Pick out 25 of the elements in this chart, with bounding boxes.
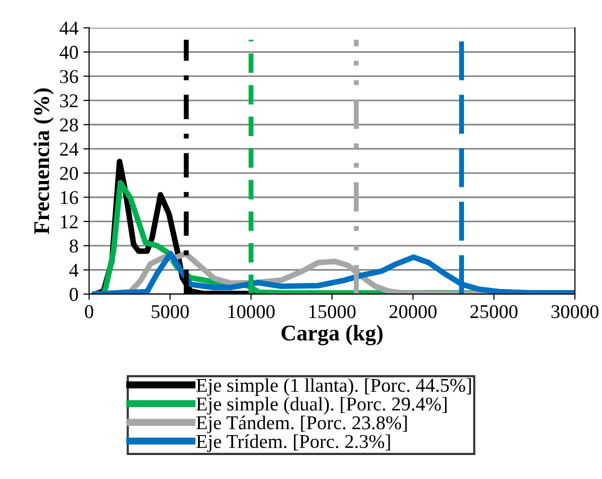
y-tick-label: 0 bbox=[70, 288, 78, 302]
x-tick-label: 25000 bbox=[470, 305, 518, 318]
x-tick-label: 5000 bbox=[152, 305, 189, 318]
y-tick-label: 44 bbox=[60, 22, 78, 35]
y-tick-label: 32 bbox=[60, 94, 78, 108]
y-axis-title: Frecuencia (%) bbox=[34, 88, 54, 234]
x-tick-label: 15000 bbox=[309, 305, 356, 318]
y-tick-label: 16 bbox=[60, 191, 78, 204]
x-tick-label: 0 bbox=[84, 305, 94, 318]
y-tick-label: 12 bbox=[60, 215, 78, 228]
y-tick-label: 24 bbox=[60, 142, 78, 156]
legend-label: Eje simple (1 llanta). [Porc. 44.5%] bbox=[196, 378, 471, 396]
x-axis-title: Carga (kg) bbox=[282, 324, 383, 346]
legend-label: Eje Tándem. [Porc. 23.8%] bbox=[196, 416, 407, 434]
y-tick-label: 36 bbox=[60, 70, 78, 84]
y-tick-label: 40 bbox=[60, 46, 78, 59]
legend-label: Eje simple (dual). [Porc. 29.4%] bbox=[196, 396, 447, 415]
y-tick-label: 4 bbox=[69, 264, 78, 277]
x-tick-label: 20000 bbox=[390, 305, 437, 318]
y-tick-label: 28 bbox=[60, 118, 78, 132]
legend-label: Eje Trídem. [Porc. 2.3%] bbox=[196, 434, 390, 452]
x-tick-label: 10000 bbox=[228, 305, 275, 318]
y-tick-label: 20 bbox=[60, 166, 78, 180]
x-tick-label: 30000 bbox=[552, 305, 598, 318]
y-tick-label: 8 bbox=[70, 240, 78, 253]
